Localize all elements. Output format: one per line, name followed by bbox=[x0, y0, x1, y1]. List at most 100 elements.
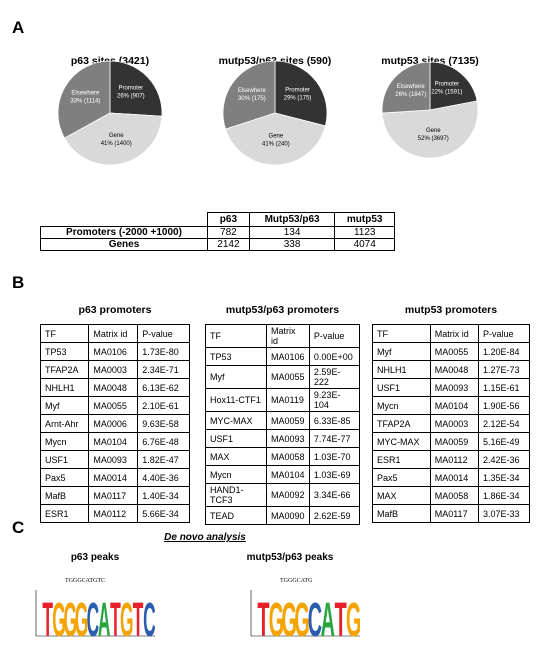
logo-letter: A bbox=[321, 593, 335, 647]
table-row: ESR1 MA0112 5.66E-34 bbox=[39, 504, 190, 523]
slice-label: 41% (1400) bbox=[101, 141, 132, 147]
logo-consensus: TGGGCATG bbox=[280, 578, 313, 584]
table-header: TF bbox=[205, 324, 267, 348]
table-cell: MA0104 bbox=[266, 465, 310, 484]
table-cell: 1.35E-34 bbox=[477, 468, 531, 487]
table-cell: TFAP2A bbox=[372, 414, 431, 433]
logo-letter: G bbox=[75, 592, 89, 647]
table-row: Myf MA0055 1.20E-84 bbox=[372, 342, 531, 361]
logo-letter: G bbox=[120, 592, 134, 647]
table-header: Matrix id bbox=[88, 324, 139, 343]
table-cell: 0.00E+00 bbox=[308, 347, 361, 366]
table-cell: 6.13E-62 bbox=[137, 378, 190, 397]
logo-letter: T bbox=[335, 593, 347, 647]
pie-slice bbox=[381, 100, 479, 159]
table-cell: Myf bbox=[205, 365, 267, 389]
table-cell: MA0059 bbox=[429, 432, 479, 451]
table-cell: MA0106 bbox=[266, 347, 310, 366]
slice-label: 30% (175) bbox=[238, 96, 266, 102]
table-row: TFAP2A MA0003 2.34E-71 bbox=[39, 360, 190, 379]
table-cell: MYC-MAX bbox=[372, 432, 431, 451]
table-cell: MA0055 bbox=[88, 396, 139, 415]
table-cell: 1.82E-47 bbox=[137, 450, 190, 469]
table-row: Myf MA0055 2.10E-61 bbox=[39, 396, 190, 415]
table-title: mutp53 promoters bbox=[404, 304, 498, 316]
logo-letter: T bbox=[257, 593, 269, 647]
pie-slice bbox=[63, 112, 163, 166]
table-cell: 1.27E-73 bbox=[477, 360, 531, 379]
table-cell: Mycn bbox=[205, 465, 267, 484]
table-cell: Hox11-CTF1 bbox=[205, 388, 267, 412]
table-cell: MA0104 bbox=[429, 396, 479, 415]
logo-letter: C bbox=[143, 592, 156, 647]
panel-label: C bbox=[12, 518, 25, 537]
table-cell: 4074 bbox=[334, 238, 395, 251]
table-cell: MAX bbox=[205, 447, 267, 466]
table-cell: MA0003 bbox=[88, 360, 139, 379]
slice-name: Gene bbox=[426, 128, 441, 134]
table-cell: 6.33E-85 bbox=[308, 411, 361, 430]
pie-slice bbox=[57, 60, 111, 139]
table-row: NHLH1 MA0048 1.27E-73 bbox=[372, 360, 531, 379]
table-header: mutp53 bbox=[334, 212, 395, 227]
table-cell: TP53 bbox=[205, 347, 267, 366]
table-cell: MA0048 bbox=[88, 378, 139, 397]
table-row: Pax5 MA0014 1.35E-34 bbox=[372, 468, 531, 487]
table-cell: 1.03E-70 bbox=[308, 447, 361, 466]
table-cell: 6.76E-48 bbox=[137, 432, 190, 451]
table-cell: 1.90E-56 bbox=[477, 396, 531, 415]
table-row: TP53 MA0106 1.73E-80 bbox=[39, 342, 190, 361]
table-cell: MA0006 bbox=[88, 414, 139, 433]
table-row: TP53 MA0106 0.00E+00 bbox=[205, 347, 361, 366]
table-title: p63 promoters bbox=[78, 304, 152, 316]
table-row: TF Matrix id P-value bbox=[39, 324, 190, 343]
table-row: Myf MA0055 2.59E-222 bbox=[205, 365, 361, 389]
table-cell: MafB bbox=[372, 504, 431, 523]
table-cell: TEAD bbox=[205, 506, 267, 525]
table-cell: 5.66E-34 bbox=[137, 504, 190, 523]
table-row: MAX MA0058 1.86E-34 bbox=[372, 486, 531, 505]
logo-letter: T bbox=[110, 592, 121, 647]
logo-letter: C bbox=[308, 593, 322, 647]
table-row: USF1 MA0093 1.15E-61 bbox=[372, 378, 531, 397]
summary-table: p63 Mutp53/p63 mutp53 Promoters (-2000 +100… bbox=[39, 212, 395, 251]
table-cell: 5.16E-49 bbox=[477, 432, 531, 451]
table-cell: 1.03E-69 bbox=[308, 465, 361, 484]
row-label: Genes bbox=[39, 238, 209, 251]
table-cell: MA0058 bbox=[266, 447, 310, 466]
table-cell: Mycn bbox=[372, 396, 431, 415]
table-cell: TFAP2A bbox=[39, 360, 90, 379]
table-cell: MA0058 bbox=[429, 486, 479, 505]
table-cell: MafB bbox=[39, 486, 90, 505]
logo-letter: G bbox=[52, 592, 66, 647]
table-row: TF Matrix id P-value bbox=[205, 324, 361, 348]
table-row: MafB MA0117 3.07E-33 bbox=[372, 504, 531, 523]
slice-name: Elsewhere bbox=[71, 90, 100, 96]
table-cell: 2142 bbox=[207, 238, 250, 251]
table-cell: MA0059 bbox=[266, 411, 310, 430]
slice-name: Elsewhere bbox=[238, 88, 267, 94]
pie-slice bbox=[222, 60, 276, 130]
table-cell: ESR1 bbox=[39, 504, 90, 523]
logo-letter: G bbox=[294, 593, 309, 647]
pie-slice bbox=[225, 112, 326, 166]
promoter-table: TF Matrix id P-value TP53 MA0106 0.00E+00 Myf M… bbox=[205, 324, 361, 525]
table-row: MafB MA0117 1.40E-34 bbox=[39, 486, 190, 505]
logo-letter: G bbox=[281, 593, 296, 647]
slice-name: Promoter bbox=[434, 82, 459, 88]
table-cell: Pax5 bbox=[372, 468, 431, 487]
table-cell: MAX bbox=[372, 486, 431, 505]
table-row: Pax5 MA0014 4.40E-36 bbox=[39, 468, 190, 487]
table-row: MAX MA0058 1.03E-70 bbox=[205, 447, 361, 466]
table-cell: MA0090 bbox=[266, 506, 310, 525]
row-label: Promoters (-2000 +1000) bbox=[39, 226, 209, 239]
table-cell: 1.40E-34 bbox=[137, 486, 190, 505]
table-cell: 1.15E-61 bbox=[477, 378, 531, 397]
pie-slice bbox=[381, 61, 431, 114]
table-cell: MA0093 bbox=[429, 378, 479, 397]
logo-letter: T bbox=[133, 592, 144, 647]
slice-label: 52% (3697) bbox=[418, 136, 449, 142]
table-cell: 2.12E-54 bbox=[477, 414, 531, 433]
